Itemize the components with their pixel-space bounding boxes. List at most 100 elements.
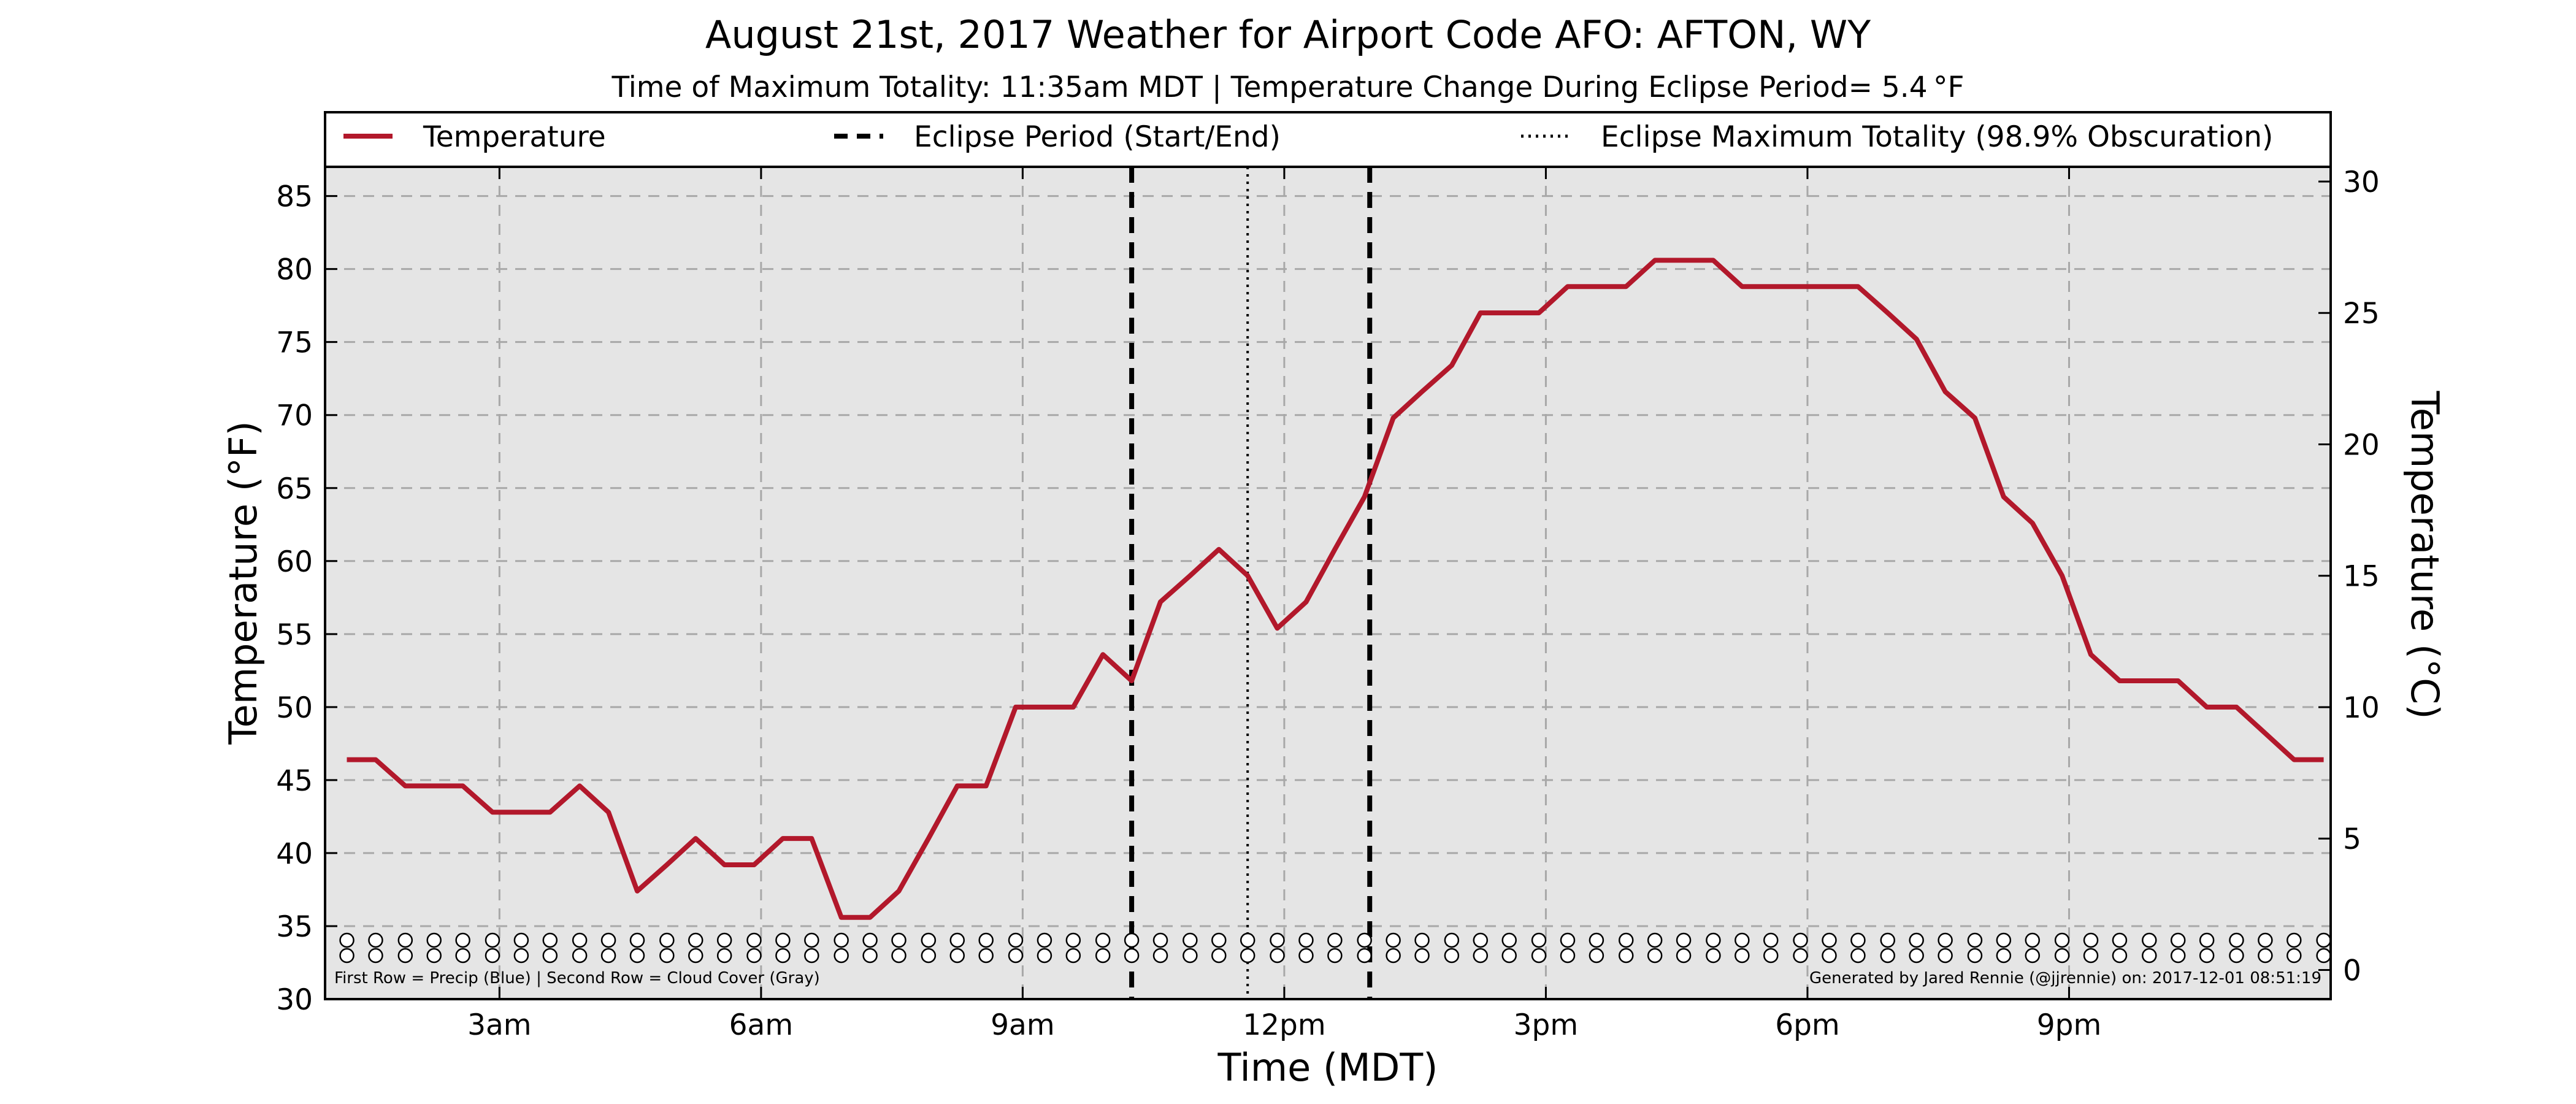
precip-marker-27 xyxy=(1124,932,1140,948)
precip-marker-1 xyxy=(368,932,383,948)
precip-marker-8 xyxy=(572,932,588,948)
cloud-marker-46 xyxy=(1676,948,1692,964)
legend-box xyxy=(324,111,2332,168)
precip-marker-18 xyxy=(862,932,878,948)
cloud-marker-26 xyxy=(1095,948,1111,964)
cloud-marker-34 xyxy=(1327,948,1343,964)
cloud-marker-61 xyxy=(2112,948,2128,964)
cloud-marker-21 xyxy=(949,948,965,964)
y-tick-label-10: 80 xyxy=(276,253,313,287)
precip-marker-23 xyxy=(1008,932,1024,948)
precip-marker-61 xyxy=(2112,932,2128,948)
y-axis-title-left: Temperature (°F) xyxy=(221,421,266,745)
precip-marker-53 xyxy=(1880,932,1896,948)
y-tick-label-2: 40 xyxy=(276,837,313,871)
precip-marker-6 xyxy=(513,932,529,948)
precip-marker-45 xyxy=(1647,932,1663,948)
precip-marker-14 xyxy=(746,932,762,948)
cloud-marker-55 xyxy=(1938,948,1953,964)
precip-marker-15 xyxy=(775,932,791,948)
precip-marker-37 xyxy=(1414,932,1430,948)
cloud-marker-54 xyxy=(1909,948,1924,964)
precip-marker-55 xyxy=(1938,932,1953,948)
x-tick-label-3: 12pm xyxy=(1243,1008,1325,1042)
cloud-marker-51 xyxy=(1822,948,1837,964)
precip-marker-41 xyxy=(1531,932,1547,948)
precip-marker-47 xyxy=(1706,932,1721,948)
cloud-marker-64 xyxy=(2199,948,2215,964)
y-tick-label-6: 60 xyxy=(276,545,313,579)
cloud-marker-48 xyxy=(1735,948,1750,964)
cloud-marker-47 xyxy=(1706,948,1721,964)
precip-marker-60 xyxy=(2083,932,2099,948)
plot-area xyxy=(325,167,2331,999)
precip-marker-11 xyxy=(659,932,675,948)
cloud-marker-23 xyxy=(1008,948,1024,964)
cloud-marker-44 xyxy=(1618,948,1634,964)
cloud-marker-52 xyxy=(1850,948,1866,964)
cloud-marker-36 xyxy=(1386,948,1401,964)
precip-marker-20 xyxy=(921,932,937,948)
precip-marker-34 xyxy=(1327,932,1343,948)
precip-marker-32 xyxy=(1270,932,1285,948)
precip-marker-3 xyxy=(426,932,442,948)
cloud-marker-2 xyxy=(397,948,413,964)
cloud-marker-30 xyxy=(1211,948,1227,964)
precip-marker-9 xyxy=(600,932,616,948)
precip-marker-7 xyxy=(542,932,558,948)
precip-marker-63 xyxy=(2170,932,2186,948)
cloud-marker-56 xyxy=(1967,948,1983,964)
precip-marker-66 xyxy=(2258,932,2273,948)
cloud-marker-14 xyxy=(746,948,762,964)
y-tick-label-5: 55 xyxy=(276,618,313,652)
y-tick-label-8: 70 xyxy=(276,399,313,433)
precip-marker-56 xyxy=(1967,932,1983,948)
precip-marker-68 xyxy=(2316,932,2331,948)
precip-marker-52 xyxy=(1850,932,1866,948)
y-right-tick-label-1: 5 xyxy=(2343,822,2361,856)
precip-marker-19 xyxy=(891,932,907,948)
cloud-marker-57 xyxy=(1996,948,2012,964)
precip-marker-43 xyxy=(1589,932,1604,948)
cloud-marker-35 xyxy=(1357,948,1372,964)
precip-marker-24 xyxy=(1037,932,1052,948)
cloud-marker-50 xyxy=(1793,948,1808,964)
cloud-marker-24 xyxy=(1037,948,1052,964)
cloud-marker-1 xyxy=(368,948,383,964)
cloud-marker-3 xyxy=(426,948,442,964)
x-axis-title: Time (MDT) xyxy=(1217,1045,1438,1090)
cloud-marker-12 xyxy=(688,948,703,964)
y-right-tick-label-2: 10 xyxy=(2343,691,2380,725)
precip-marker-58 xyxy=(2025,932,2041,948)
cloud-marker-68 xyxy=(2316,948,2331,964)
note-right: Generated by Jared Rennie (@jjrennie) on… xyxy=(1809,969,2321,987)
series-line-0 xyxy=(347,258,2324,920)
cloud-marker-63 xyxy=(2170,948,2186,964)
cloud-marker-58 xyxy=(2025,948,2041,964)
cloud-marker-49 xyxy=(1763,948,1779,964)
cloud-marker-0 xyxy=(339,948,355,964)
precip-marker-39 xyxy=(1473,932,1489,948)
precip-marker-4 xyxy=(455,932,470,948)
precip-marker-26 xyxy=(1095,932,1111,948)
precip-marker-40 xyxy=(1501,932,1517,948)
x-tick-label-1: 6am xyxy=(729,1008,794,1042)
legend-label-0: Temperature xyxy=(423,120,606,154)
precip-marker-42 xyxy=(1560,932,1576,948)
cloud-marker-45 xyxy=(1647,948,1663,964)
y-tick-label-3: 45 xyxy=(276,764,313,798)
cloud-marker-31 xyxy=(1240,948,1255,964)
precip-marker-17 xyxy=(834,932,849,948)
cloud-marker-53 xyxy=(1880,948,1896,964)
chart-title: August 21st, 2017 Weather for Airport Co… xyxy=(705,12,1871,57)
y-tick-label-0: 30 xyxy=(276,983,313,1017)
cloud-marker-18 xyxy=(862,948,878,964)
y-right-tick-label-0: 0 xyxy=(2343,954,2361,987)
note-left: First Row = Precip (Blue) | Second Row =… xyxy=(334,969,820,987)
cloud-marker-13 xyxy=(716,948,732,964)
y-tick-label-1: 35 xyxy=(276,910,313,944)
precip-marker-36 xyxy=(1386,932,1401,948)
marker-rows xyxy=(339,932,2331,964)
cloud-marker-10 xyxy=(629,948,645,964)
x-tick-label-4: 3pm xyxy=(1514,1008,1579,1042)
